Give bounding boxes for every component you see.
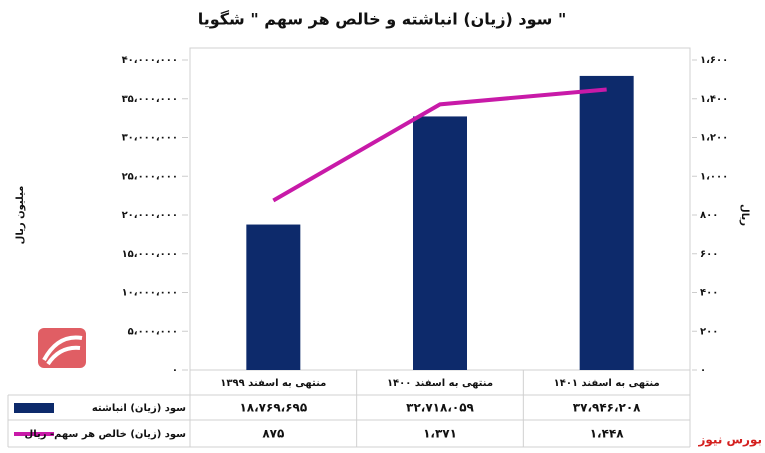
y-tick-label: ۰ <box>172 365 178 376</box>
legend-label: سود (زیان) انباشته <box>92 403 186 414</box>
y2-tick-label: ۰ <box>700 365 706 376</box>
y-axis-title: میلیون ریال <box>15 186 26 245</box>
y-tick-label: ۲۵،۰۰۰،۰۰۰ <box>122 171 178 182</box>
y2-tick-label: ۲۰۰ <box>700 326 718 337</box>
y2-axis-title: ریال <box>739 204 750 226</box>
y-tick-label: ۲۰،۰۰۰،۰۰۰ <box>122 210 178 221</box>
y2-tick-label: ۱،۰۰۰ <box>700 171 728 182</box>
y-tick-label: ۱۰،۰۰۰،۰۰۰ <box>122 288 178 299</box>
table-value: ۱۸،۷۶۹،۶۹۵ <box>239 401 307 415</box>
y2-tick-label: ۱،۲۰۰ <box>700 133 728 144</box>
bar <box>246 224 301 370</box>
x-tick-label: منتهی به اسفند ۱۴۰۱ <box>554 378 660 389</box>
bar <box>579 75 634 371</box>
bar <box>413 116 467 370</box>
table-value: ۸۷۵ <box>262 427 284 441</box>
y-tick-label: ۱۵،۰۰۰،۰۰۰ <box>122 249 178 260</box>
line <box>272 87 607 203</box>
y2-tick-label: ۱،۴۰۰ <box>700 94 728 105</box>
source: بورس نیوز <box>697 433 762 448</box>
y-tick-label: ۴۰،۰۰۰،۰۰۰ <box>122 55 178 66</box>
chart-title: سود (زیان) انباشته و خالص هر سهم " شگویا… <box>198 10 567 29</box>
table-value: ۱،۳۷۱ <box>423 427 457 441</box>
y2-tick-label: ۴۰۰ <box>700 288 718 299</box>
data-table <box>7 394 690 448</box>
table-value: ۱،۴۴۸ <box>590 427 625 441</box>
table-value: ۳۲،۷۱۸،۰۵۹ <box>406 401 474 415</box>
logo <box>38 328 86 368</box>
y2-tick-label: ۶۰۰ <box>700 249 718 260</box>
y2-tick-label: ۱،۶۰۰ <box>700 55 728 66</box>
y-tick-label: ۳۰،۰۰۰،۰۰۰ <box>122 133 178 144</box>
x-tick-label: منتهی به اسفند ۱۳۹۹ <box>220 378 326 389</box>
y-tick-label: ۳۵،۰۰۰،۰۰۰ <box>122 94 178 105</box>
legend-label: سود (زیان) خالص هر سهم- ریال <box>25 429 187 440</box>
legend-swatch <box>14 403 54 413</box>
y2-tick-label: ۸۰۰ <box>700 210 718 221</box>
y-tick-label: ۵،۰۰۰،۰۰۰ <box>128 326 178 337</box>
x-tick-label: منتهی به اسفند ۱۴۰۰ <box>387 378 493 389</box>
table-value: ۳۷،۹۴۶،۲۰۸ <box>573 401 641 415</box>
